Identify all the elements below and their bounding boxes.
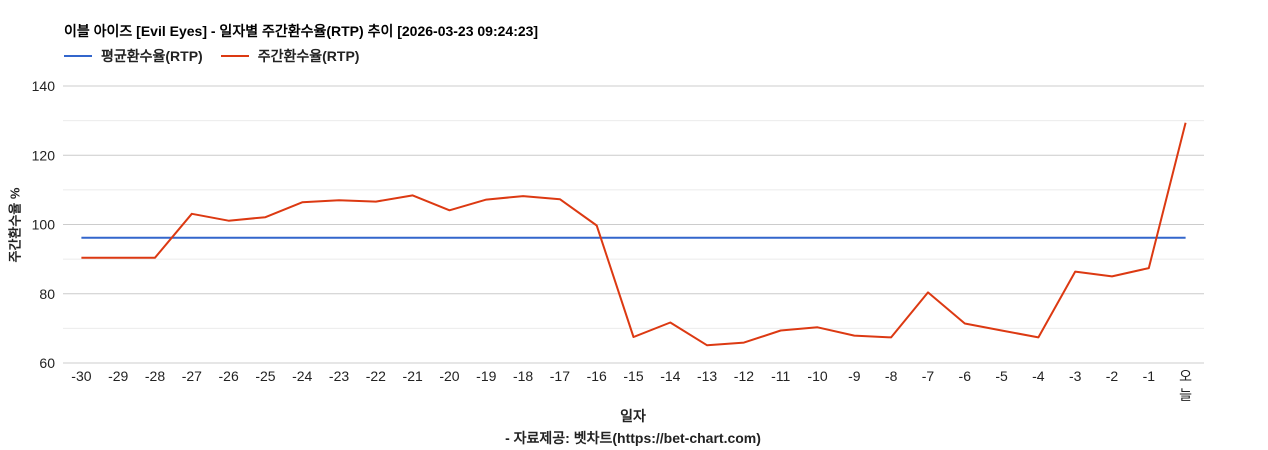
- x-tick-label: -24: [292, 368, 312, 384]
- data-source-credit: - 자료제공: 벳차트(https://bet-chart.com): [505, 430, 761, 446]
- legend-label: 주간환수율(RTP): [257, 48, 360, 64]
- x-tick-label: -7: [922, 368, 935, 384]
- x-tick-label: -12: [734, 368, 754, 384]
- x-tick-label: -25: [255, 368, 275, 384]
- y-tick-label: 120: [32, 147, 56, 163]
- x-tick-label: -30: [71, 368, 91, 384]
- y-axis-label: 주간환수율 %: [7, 187, 23, 263]
- x-tick-label: -29: [108, 368, 128, 384]
- x-tick-label: -13: [697, 368, 717, 384]
- x-tick-label: -20: [439, 368, 459, 384]
- x-axis-label: 일자: [620, 408, 646, 424]
- x-tick-label: -9: [848, 368, 861, 384]
- x-tick-label: 늘: [1179, 388, 1192, 404]
- x-tick-label: -19: [476, 368, 496, 384]
- x-tick-label: 오: [1179, 369, 1192, 385]
- y-tick-label: 100: [32, 217, 56, 233]
- x-tick-label: -6: [959, 368, 972, 384]
- chart-title: 이블 아이즈 [Evil Eyes] - 일자별 주간환수율(RTP) 추이 […: [64, 23, 539, 39]
- x-tick-label: -27: [182, 368, 202, 384]
- x-tick-label: -21: [403, 368, 423, 384]
- legend-swatch-blue-icon: [64, 55, 92, 57]
- x-tick-label: -22: [366, 368, 386, 384]
- x-tick-label: -26: [219, 368, 239, 384]
- x-axis-ticks: -30 -29 -28 -27 -26 -25 -24 -23 -22 -21 -20 -19 -18 -…: [71, 368, 1192, 404]
- x-tick-label: -16: [587, 368, 607, 384]
- x-tick-label: -23: [329, 368, 349, 384]
- y-tick-label: 60: [39, 355, 55, 371]
- weekly-rtp-line[interactable]: [81, 122, 1187, 347]
- legend-item-weekly-rtp[interactable]: 주간환수율(RTP): [220, 46, 360, 66]
- legend-item-average-rtp[interactable]: 평균환수율(RTP): [64, 46, 203, 66]
- gridlines: [63, 85, 1204, 364]
- x-tick-label: -2: [1106, 368, 1119, 384]
- x-tick-label: -4: [1032, 368, 1045, 384]
- x-tick-label: -18: [513, 368, 533, 384]
- legend-label: 평균환수율(RTP): [101, 48, 203, 64]
- y-tick-label: 80: [39, 286, 55, 302]
- series-lines: [81, 122, 1187, 347]
- x-tick-label: -8: [885, 368, 898, 384]
- x-tick-label: -10: [807, 368, 827, 384]
- y-tick-label: 140: [32, 78, 56, 94]
- legend: 평균환수율(RTP) 주간환수율(RTP): [64, 46, 377, 66]
- x-tick-label: -28: [145, 368, 165, 384]
- y-axis-ticks: 60 80 100 120 140: [32, 78, 56, 371]
- x-tick-label: -1: [1143, 368, 1156, 384]
- x-tick-label: -3: [1069, 368, 1082, 384]
- x-tick-label: -11: [771, 368, 790, 384]
- x-tick-label: -5: [995, 368, 1008, 384]
- legend-swatch-red-icon: [220, 55, 249, 57]
- x-tick-label: -17: [550, 368, 570, 384]
- x-tick-label: -14: [660, 368, 680, 384]
- x-tick-label: -15: [623, 368, 643, 384]
